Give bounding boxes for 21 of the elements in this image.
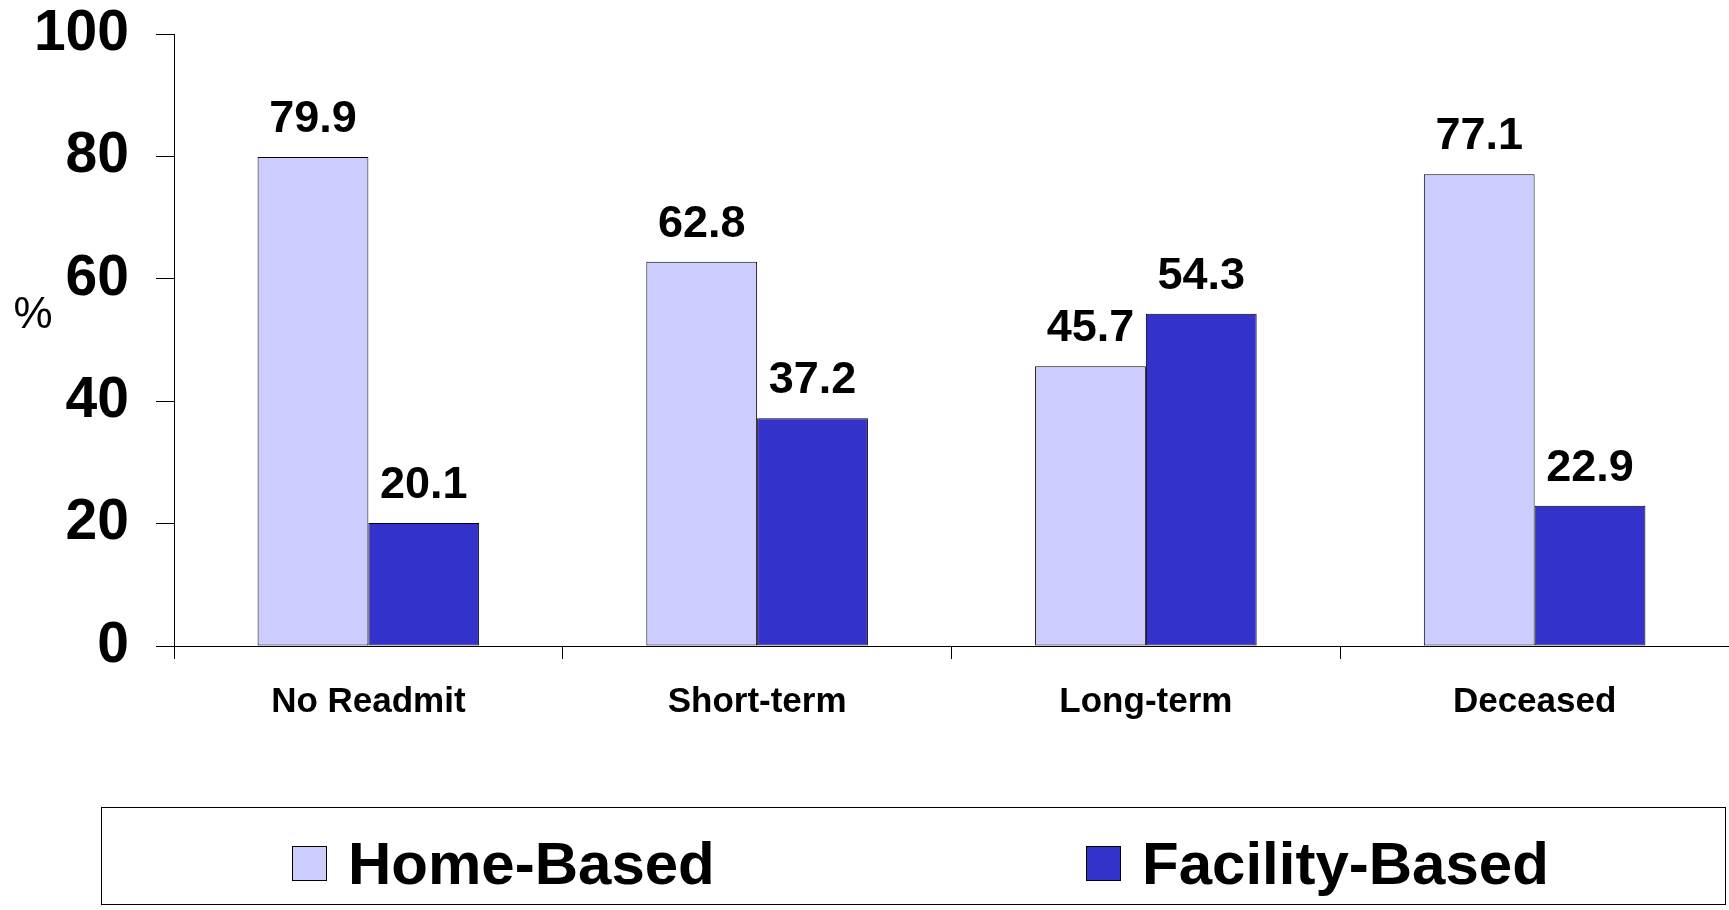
y-tick-label: 100 <box>33 0 129 62</box>
data-label: 37.2 <box>768 352 857 404</box>
legend-label: Facility-Based <box>1142 829 1549 898</box>
y-tick-label: 40 <box>65 364 129 429</box>
data-label: 79.9 <box>269 91 357 143</box>
y-tick-label: 80 <box>65 120 129 185</box>
x-tick-label: No Readmit <box>271 679 466 719</box>
x-tick-label: Short-term <box>667 679 847 719</box>
data-label: 22.9 <box>1546 439 1634 491</box>
y-axis-title: % <box>13 287 53 337</box>
data-label: 20.1 <box>379 456 468 508</box>
x-tick-label: Deceased <box>1452 679 1617 719</box>
data-label: 54.3 <box>1157 247 1246 299</box>
y-tick-label: 20 <box>65 487 129 552</box>
data-label: 77.1 <box>1435 108 1524 160</box>
x-tick-label: Long-term <box>1059 679 1233 719</box>
y-tick-label: 60 <box>65 242 129 307</box>
legend-label: Home-Based <box>348 829 715 898</box>
data-label: 62.8 <box>657 195 746 247</box>
data-label: 45.7 <box>1046 300 1135 352</box>
y-tick-label: 0 <box>97 609 129 674</box>
